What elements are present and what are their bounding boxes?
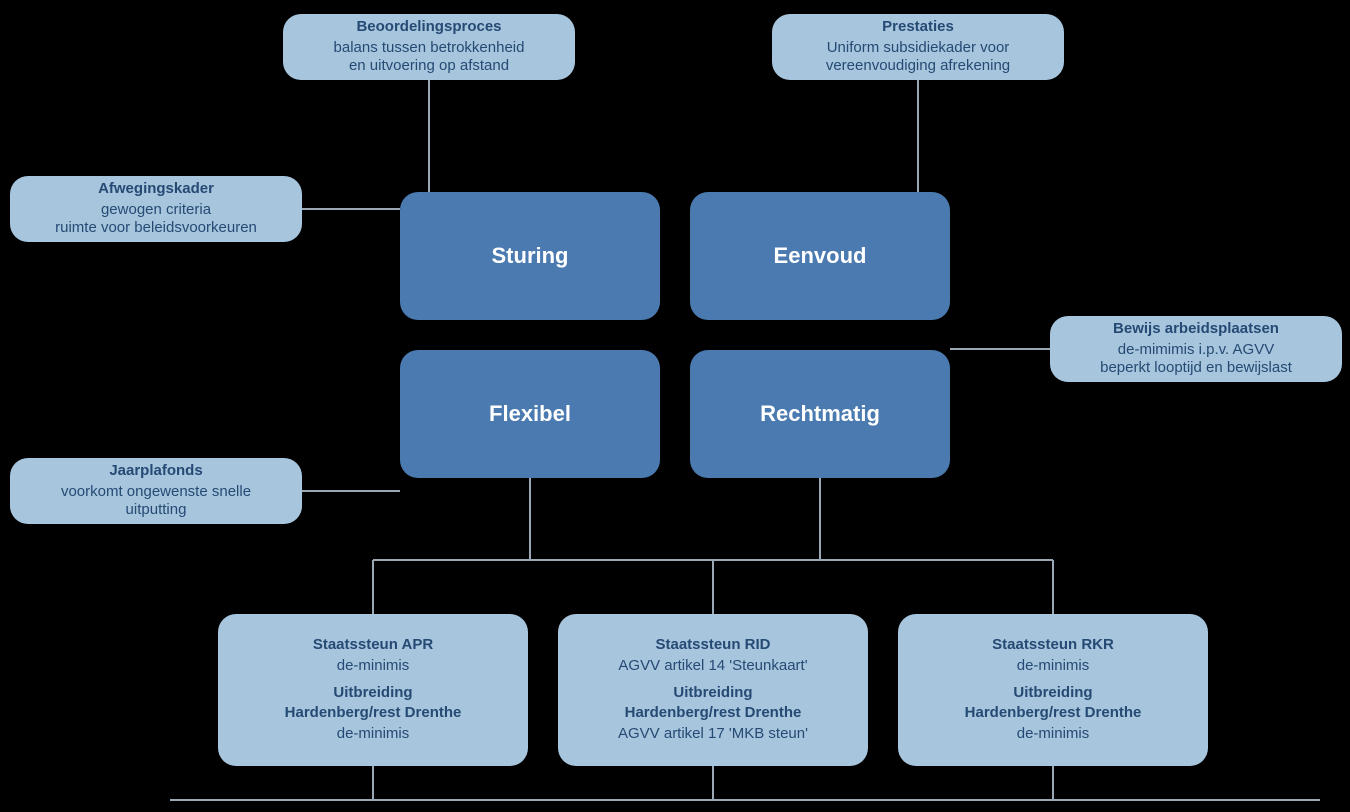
light-node-beoordelingsproces: Beoordelingsproces balans tussen betrokk… [283, 14, 575, 80]
node-title: Hardenberg/rest Drenthe [618, 704, 808, 723]
node-title: Staatssteun APR [313, 636, 433, 655]
main-node-label: Sturing [492, 242, 569, 270]
main-node-rechtmatig: Rechtmatig [690, 350, 950, 478]
light-node-rkr: Staatssteun RKR de-minimis Uitbreiding H… [898, 614, 1208, 766]
node-title: Beoordelingsproces [356, 18, 501, 37]
node-line: vereenvoudiging afrekening [826, 57, 1010, 76]
node-title: Bewijs arbeidsplaatsen [1113, 320, 1279, 339]
node-title: Hardenberg/rest Drenthe [965, 704, 1142, 723]
node-line: AGVV artikel 17 'MKB steun' [618, 725, 808, 744]
node-line: beperkt looptijd en bewijslast [1100, 359, 1292, 378]
node-line: en uitvoering op afstand [349, 57, 509, 76]
node-line: de-minimis [992, 657, 1114, 676]
node-line: uitputting [126, 501, 187, 520]
node-line: ruimte voor beleidsvoorkeuren [55, 219, 257, 238]
node-line: de-mimimis i.p.v. AGVV [1118, 341, 1274, 360]
main-node-label: Rechtmatig [760, 400, 880, 428]
node-title: Uitbreiding [618, 684, 808, 703]
diagram-canvas: Sturing Eenvoud Flexibel Rechtmatig Beoo… [0, 0, 1350, 812]
node-title: Hardenberg/rest Drenthe [285, 704, 462, 723]
main-node-flexibel: Flexibel [400, 350, 660, 478]
node-line: de-minimis [313, 657, 433, 676]
node-line: balans tussen betrokkenheid [334, 39, 525, 58]
node-title: Uitbreiding [285, 684, 462, 703]
node-line: Uniform subsidiekader voor [827, 39, 1010, 58]
light-node-apr: Staatssteun APR de-minimis Uitbreiding H… [218, 614, 528, 766]
node-line: voorkomt ongewenste snelle [61, 483, 251, 502]
node-line: de-minimis [965, 725, 1142, 744]
light-node-prestaties: Prestaties Uniform subsidiekader voor ve… [772, 14, 1064, 80]
main-node-label: Flexibel [489, 400, 571, 428]
node-title: Prestaties [882, 18, 954, 37]
light-node-jaarplafonds: Jaarplafonds voorkomt ongewenste snelle … [10, 458, 302, 524]
main-node-label: Eenvoud [774, 242, 867, 270]
main-node-eenvoud: Eenvoud [690, 192, 950, 320]
node-title: Staatssteun RKR [992, 636, 1114, 655]
node-title: Staatssteun RID [618, 636, 807, 655]
node-line: de-minimis [285, 725, 462, 744]
light-node-rid: Staatssteun RID AGVV artikel 14 'Steunka… [558, 614, 868, 766]
light-node-bewijs: Bewijs arbeidsplaatsen de-mimimis i.p.v.… [1050, 316, 1342, 382]
node-title: Afwegingskader [98, 180, 214, 199]
node-line: AGVV artikel 14 'Steunkaart' [618, 657, 807, 676]
main-node-sturing: Sturing [400, 192, 660, 320]
node-title: Jaarplafonds [109, 462, 202, 481]
node-line: gewogen criteria [101, 201, 211, 220]
node-title: Uitbreiding [965, 684, 1142, 703]
light-node-afwegingskader: Afwegingskader gewogen criteria ruimte v… [10, 176, 302, 242]
